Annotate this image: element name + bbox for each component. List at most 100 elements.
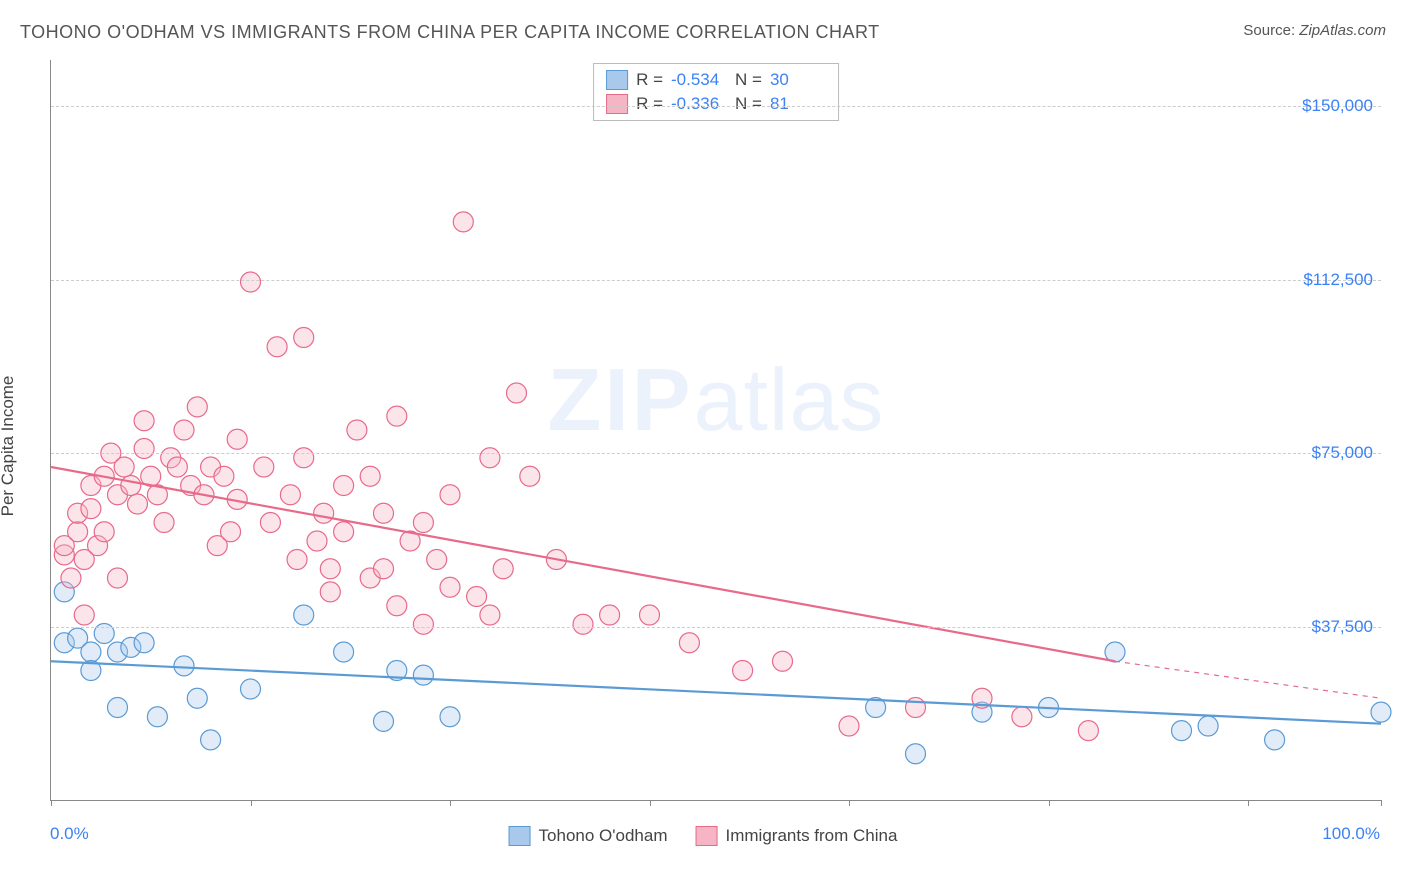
data-point-tohono: [294, 605, 314, 625]
data-point-china: [1012, 707, 1032, 727]
y-axis-label: Per Capita Income: [0, 376, 18, 517]
data-point-china: [267, 337, 287, 357]
data-point-tohono: [1198, 716, 1218, 736]
data-point-tohono: [413, 665, 433, 685]
stat-r-value-china: -0.336: [671, 92, 727, 116]
data-point-china: [134, 439, 154, 459]
data-point-china: [74, 605, 94, 625]
y-tick-label: $75,000: [1312, 443, 1373, 463]
scatter-svg: [51, 60, 1381, 800]
data-point-china: [307, 531, 327, 551]
data-point-china: [679, 633, 699, 653]
data-point-china: [440, 577, 460, 597]
data-point-china: [121, 476, 141, 496]
data-point-china: [294, 328, 314, 348]
data-point-china: [440, 485, 460, 505]
data-point-china: [254, 457, 274, 477]
data-point-china: [413, 513, 433, 533]
data-point-tohono: [241, 679, 261, 699]
data-point-china: [214, 466, 234, 486]
data-point-china: [347, 420, 367, 440]
data-point-tohono: [81, 642, 101, 662]
data-point-china: [334, 522, 354, 542]
data-point-china: [260, 513, 280, 533]
data-point-tohono: [906, 744, 926, 764]
y-tick-label: $150,000: [1302, 96, 1373, 116]
data-point-china: [773, 651, 793, 671]
data-point-china: [114, 457, 134, 477]
data-point-china: [453, 212, 473, 232]
data-point-tohono: [440, 707, 460, 727]
stat-r-value-tohono: -0.534: [671, 68, 727, 92]
data-point-china: [467, 587, 487, 607]
data-point-tohono: [334, 642, 354, 662]
data-point-china: [187, 397, 207, 417]
data-point-china: [81, 499, 101, 519]
data-point-china: [320, 559, 340, 579]
data-point-china: [387, 406, 407, 426]
data-point-china: [174, 420, 194, 440]
x-axis-min-label: 0.0%: [50, 824, 89, 844]
y-tick-label: $112,500: [1303, 270, 1373, 290]
y-tick-label: $37,500: [1312, 617, 1373, 637]
data-point-china: [839, 716, 859, 736]
source-name: ZipAtlas.com: [1299, 22, 1386, 39]
stat-n-label: N =: [735, 68, 762, 92]
data-point-china: [94, 522, 114, 542]
source-attribution: Source: ZipAtlas.com: [1243, 22, 1386, 39]
data-point-china: [108, 568, 128, 588]
trend-line-ext-china: [1115, 661, 1381, 698]
data-point-tohono: [1371, 702, 1391, 722]
chart-title: TOHONO O'ODHAM VS IMMIGRANTS FROM CHINA …: [20, 22, 880, 43]
data-point-china: [413, 614, 433, 634]
legend-swatch-china: [696, 826, 718, 846]
legend-item-tohono: Tohono O'odham: [509, 826, 668, 846]
data-point-china: [480, 448, 500, 468]
data-point-china: [520, 466, 540, 486]
stat-row-china: R = -0.336 N = 81: [606, 92, 826, 116]
data-point-china: [374, 559, 394, 579]
data-point-china: [733, 661, 753, 681]
x-axis-max-label: 100.0%: [1322, 824, 1380, 844]
correlation-stat-box: R = -0.534 N = 30 R = -0.336 N = 81: [593, 63, 839, 121]
data-point-tohono: [187, 688, 207, 708]
stat-r-label: R =: [636, 92, 663, 116]
data-point-tohono: [174, 656, 194, 676]
data-point-china: [640, 605, 660, 625]
legend-label-china: Immigrants from China: [726, 826, 898, 846]
data-point-china: [294, 448, 314, 468]
stat-row-tohono: R = -0.534 N = 30: [606, 68, 826, 92]
chart-plot-area: ZIPatlas R = -0.534 N = 30 R = -0.336 N …: [50, 60, 1381, 801]
data-point-china: [287, 550, 307, 570]
data-point-china: [68, 522, 88, 542]
data-point-china: [221, 522, 241, 542]
data-point-china: [241, 272, 261, 292]
data-point-china: [61, 568, 81, 588]
data-point-china: [507, 383, 527, 403]
stat-n-value-tohono: 30: [770, 68, 826, 92]
swatch-tohono: [606, 70, 628, 90]
data-point-china: [427, 550, 447, 570]
data-point-tohono: [201, 730, 221, 750]
stat-r-label: R =: [636, 68, 663, 92]
data-point-tohono: [108, 698, 128, 718]
legend-label-tohono: Tohono O'odham: [539, 826, 668, 846]
data-point-tohono: [374, 711, 394, 731]
stat-n-label: N =: [735, 92, 762, 116]
data-point-china: [280, 485, 300, 505]
data-point-china: [480, 605, 500, 625]
legend-swatch-tohono: [509, 826, 531, 846]
data-point-china: [1078, 721, 1098, 741]
data-point-china: [134, 411, 154, 431]
swatch-china: [606, 94, 628, 114]
legend-item-china: Immigrants from China: [696, 826, 898, 846]
data-point-china: [334, 476, 354, 496]
data-point-tohono: [1172, 721, 1192, 741]
legend: Tohono O'odham Immigrants from China: [509, 826, 898, 846]
data-point-china: [493, 559, 513, 579]
data-point-china: [154, 513, 174, 533]
data-point-china: [127, 494, 147, 514]
data-point-china: [600, 605, 620, 625]
data-point-tohono: [1265, 730, 1285, 750]
data-point-china: [227, 429, 247, 449]
